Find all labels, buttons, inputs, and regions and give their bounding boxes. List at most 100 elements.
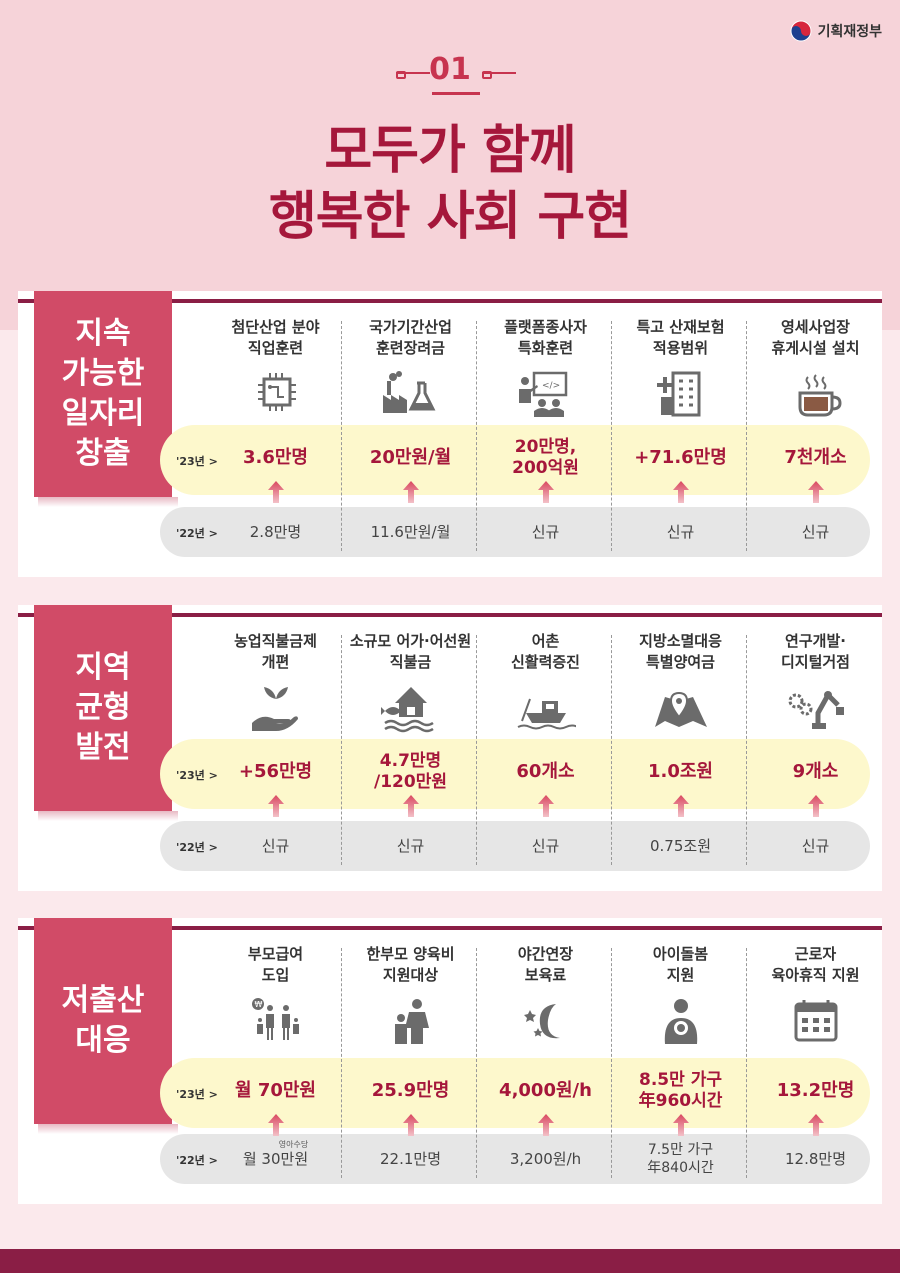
value-2022-line: 신규 [396, 837, 425, 855]
value-2023-line: 4,000원/h [499, 1080, 592, 1101]
column-heading: 한부모 양육비 지원대상 [343, 944, 478, 986]
column-heading-line: 훈련장려금 [375, 339, 445, 357]
column-heading-line: 지원대상 [382, 966, 439, 984]
section-tag-line: 지속 [75, 316, 131, 351]
column-heading-line: 영세사업장 [780, 318, 850, 336]
column-divider [611, 635, 612, 865]
column-divider [611, 321, 612, 551]
column-heading-line: 어촌 [531, 632, 560, 650]
column-heading: 연구개발· 디지털거점 [748, 631, 883, 673]
value-2022-line: 신규 [666, 523, 695, 541]
column-divider [341, 948, 342, 1178]
value-2022: 신규 [343, 837, 478, 855]
title-line-1: 모두가 함께 [324, 121, 576, 181]
column-heading-line: 야간연장 [517, 945, 574, 963]
value-2023-line: 200억원 [512, 458, 579, 478]
value-2022-line: 0.75조원 [650, 837, 711, 855]
year-2023-label: '23년 > [176, 1088, 218, 1101]
page-title: 모두가 함께 행복한 사회 구현 [0, 118, 900, 250]
column-divider [746, 321, 747, 551]
section-tag-line: 저출산 [61, 983, 145, 1018]
increase-arrow-icon [268, 481, 284, 503]
value-2022-line: 2.8만명 [249, 523, 302, 541]
section-1: 지속 가능한 일자리 창출 '23년 > '22년 > 첨단산업 분야 직업훈련 3.6만명 2.… [18, 291, 882, 577]
value-2022: 7.5만 가구 年840시간 [613, 1141, 748, 1177]
value-2022-line: 22.1만명 [380, 1150, 441, 1168]
value-2022: 3,200원/h [478, 1150, 613, 1168]
presentation-icon: </> [519, 371, 568, 417]
column-heading: 플랫폼종사자 특화훈련 [478, 317, 613, 359]
value-2022-line: 신규 [801, 523, 830, 541]
value-2023: 4,000원/h [478, 1080, 613, 1101]
svg-text:₩: ₩ [255, 1000, 263, 1009]
increase-arrow-icon [673, 795, 689, 817]
increase-arrow-icon [403, 481, 419, 503]
value-2023: 7천개소 [748, 447, 883, 468]
year-2023-band [160, 739, 870, 809]
value-2022-line: 신규 [801, 837, 830, 855]
section-top-bar [18, 299, 882, 303]
title-line-2: 행복한 사회 구현 [268, 187, 632, 247]
value-2023-line: 20만원/월 [369, 447, 452, 468]
value-2022-line: 7.5만 가구 [647, 1142, 714, 1158]
section-tag-line: 발전 [75, 730, 131, 765]
year-2022-band [160, 821, 870, 871]
value-2022: 11.6만원/월 [343, 523, 478, 541]
value-2022-line: 年840시간 [647, 1160, 714, 1176]
column-heading-line: 특화훈련 [517, 339, 574, 357]
section-top-bar [18, 613, 882, 617]
value-2023-line: 25.9만명 [371, 1080, 450, 1101]
column-heading-line: 직불금 [389, 653, 432, 671]
value-2023-line: 8.5만 가구 [639, 1070, 722, 1090]
column-heading-line: 도입 [261, 966, 290, 984]
section-tag-line: 창출 [75, 436, 131, 471]
column-heading: 농업직불금제 개편 [208, 631, 343, 673]
section-tag-line: 일자리 [61, 396, 145, 431]
increase-arrow-icon [673, 481, 689, 503]
ministry-name: 기획재정부 [817, 24, 882, 40]
increase-arrow-icon [538, 795, 554, 817]
value-2022: 0.75조원 [613, 837, 748, 855]
section-2: 지역 균형 발전 '23년 > '22년 > 농업직불금제 개편 +56만명 신규 소규모 어가·… [18, 605, 882, 891]
section-tag-shadow [38, 1124, 178, 1134]
value-2022: 2.8만명 [208, 523, 343, 541]
increase-arrow-icon [808, 481, 824, 503]
value-2023-line: 3.6만명 [242, 447, 308, 468]
value-2023-line: 60개소 [516, 761, 575, 782]
increase-arrow-icon [403, 795, 419, 817]
value-2022-line: 신규 [531, 837, 560, 855]
column-heading: 부모급여 도입 [208, 944, 343, 986]
column-divider [476, 321, 477, 551]
increase-arrow-icon [538, 481, 554, 503]
chip-icon [258, 373, 296, 411]
number-text: 01 [429, 52, 471, 87]
section-tag-line: 균형 [75, 690, 131, 725]
value-2022: 신규 [478, 837, 613, 855]
bottom-band [0, 1249, 900, 1273]
value-2023: 월 70만원 [208, 1080, 343, 1101]
increase-arrow-icon [538, 1114, 554, 1136]
calendar-icon [794, 1000, 838, 1042]
column-divider [746, 635, 747, 865]
column-heading-line: 직업훈련 [247, 339, 304, 357]
year-2022-band [160, 507, 870, 557]
value-2023: +56만명 [208, 761, 343, 782]
value-2022-line: 신규 [531, 523, 560, 541]
column-heading-line: 지방소멸대응 [639, 632, 722, 650]
value-2022-line: 월 30만원 [242, 1150, 309, 1168]
column-heading-line: 신활력증진 [510, 653, 580, 671]
column-heading-line: 육아휴직 지원 [771, 966, 860, 984]
column-heading-line: 개편 [261, 653, 290, 671]
value-2022-line: 11.6만원/월 [370, 523, 451, 541]
increase-arrow-icon [268, 795, 284, 817]
value-2023: 20만원/월 [343, 447, 478, 468]
section-tag-shadow [38, 497, 178, 507]
column-heading-line: 디지털거점 [780, 653, 850, 671]
column-heading-line: 휴게시설 설치 [771, 339, 860, 357]
column-heading: 소규모 어가·어선원 직불금 [343, 631, 478, 673]
value-2023: 4.7만명/120만원 [343, 751, 478, 793]
increase-arrow-icon [808, 1114, 824, 1136]
year-2022-label: '22년 > [176, 527, 218, 540]
